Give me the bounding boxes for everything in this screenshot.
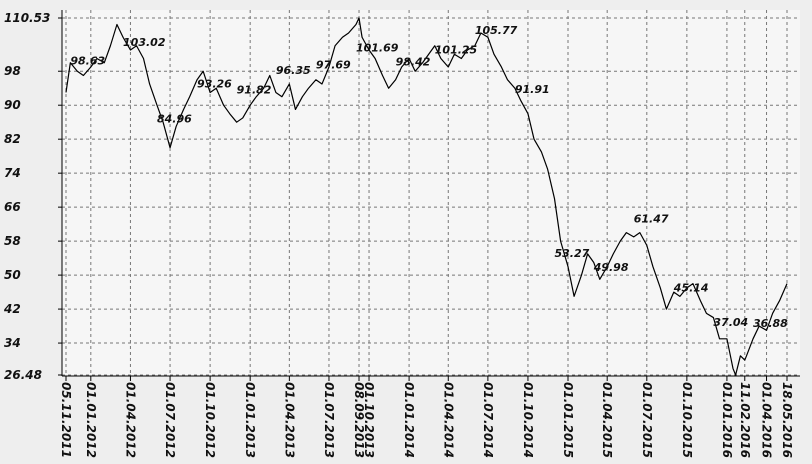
annotation: 49.98 xyxy=(593,261,629,274)
annotation: 36.88 xyxy=(753,317,788,330)
x-tick-label: 18.05.2016 xyxy=(780,382,794,458)
x-tick-label: 01.10.2015 xyxy=(680,382,694,458)
annotation: 105.77 xyxy=(475,24,518,37)
y-tick-label: 58 xyxy=(4,234,21,248)
x-tick-label: 01.01.2013 xyxy=(243,382,257,458)
x-tick-label: 05.11.2011 xyxy=(59,382,73,458)
y-tick-label: 34 xyxy=(4,336,21,350)
x-tick-label: 11.02.2016 xyxy=(738,382,752,458)
x-tick-label: 01.04.2012 xyxy=(123,382,137,458)
x-tick-label: 01.04.2013 xyxy=(282,382,296,458)
x-tick-label: 01.01.2015 xyxy=(561,382,575,458)
x-tick-label: 01.04.2016 xyxy=(760,382,774,458)
annotation: 97.69 xyxy=(316,59,351,72)
y-tick-label: 26.48 xyxy=(4,368,42,382)
annotation: 101.25 xyxy=(435,43,478,56)
annotation: 96.35 xyxy=(276,64,311,77)
y-tick-label: 42 xyxy=(3,302,21,316)
annotation: 37.04 xyxy=(713,316,748,329)
x-tick-label: 01.07.2015 xyxy=(640,382,654,458)
y-tick-label: 74 xyxy=(4,166,21,180)
annotation: 103.02 xyxy=(123,36,166,49)
annotation: 91.82 xyxy=(237,83,272,96)
y-tick-label: 82 xyxy=(4,132,21,146)
price-line xyxy=(65,17,788,376)
annotation: 91.91 xyxy=(515,83,550,96)
x-tick-label: 08.09.2013 xyxy=(352,382,366,458)
x-tick-label: 01.04.2014 xyxy=(441,382,455,458)
x-tick-label: 01.01.2014 xyxy=(402,382,416,458)
x-tick-label: 01.07.2014 xyxy=(481,382,495,458)
annotation: 45.14 xyxy=(673,282,709,295)
x-tick-label: 01.04.2015 xyxy=(600,382,614,458)
x-tick-label: 01.10.2013 xyxy=(362,382,376,458)
x-tick-label: 01.07.2013 xyxy=(322,382,336,458)
x-tick-label: 01.01.2012 xyxy=(84,382,98,458)
y-tick-label: 110.53 xyxy=(4,11,50,25)
annotation: 98.42 xyxy=(396,55,431,68)
annotation: 101.69 xyxy=(356,42,399,55)
annotation: 61.47 xyxy=(634,212,669,225)
y-tick-label: 90 xyxy=(4,98,21,112)
x-tick-label: 01.07.2012 xyxy=(163,382,177,458)
annotation: 53.27 xyxy=(555,247,590,260)
x-tick-label: 01.10.2014 xyxy=(521,382,535,458)
annotation: 98.63 xyxy=(70,55,105,68)
y-tick-label: 98 xyxy=(4,64,21,78)
x-tick-label: 01.10.2012 xyxy=(203,382,217,458)
annotation: 93.26 xyxy=(197,77,232,90)
annotation: 84.96 xyxy=(157,113,192,126)
y-tick-label: 66 xyxy=(4,200,21,214)
y-tick-label: 50 xyxy=(4,268,21,282)
plot-area xyxy=(62,10,800,376)
x-tick-label: 01.01.2016 xyxy=(720,382,734,458)
